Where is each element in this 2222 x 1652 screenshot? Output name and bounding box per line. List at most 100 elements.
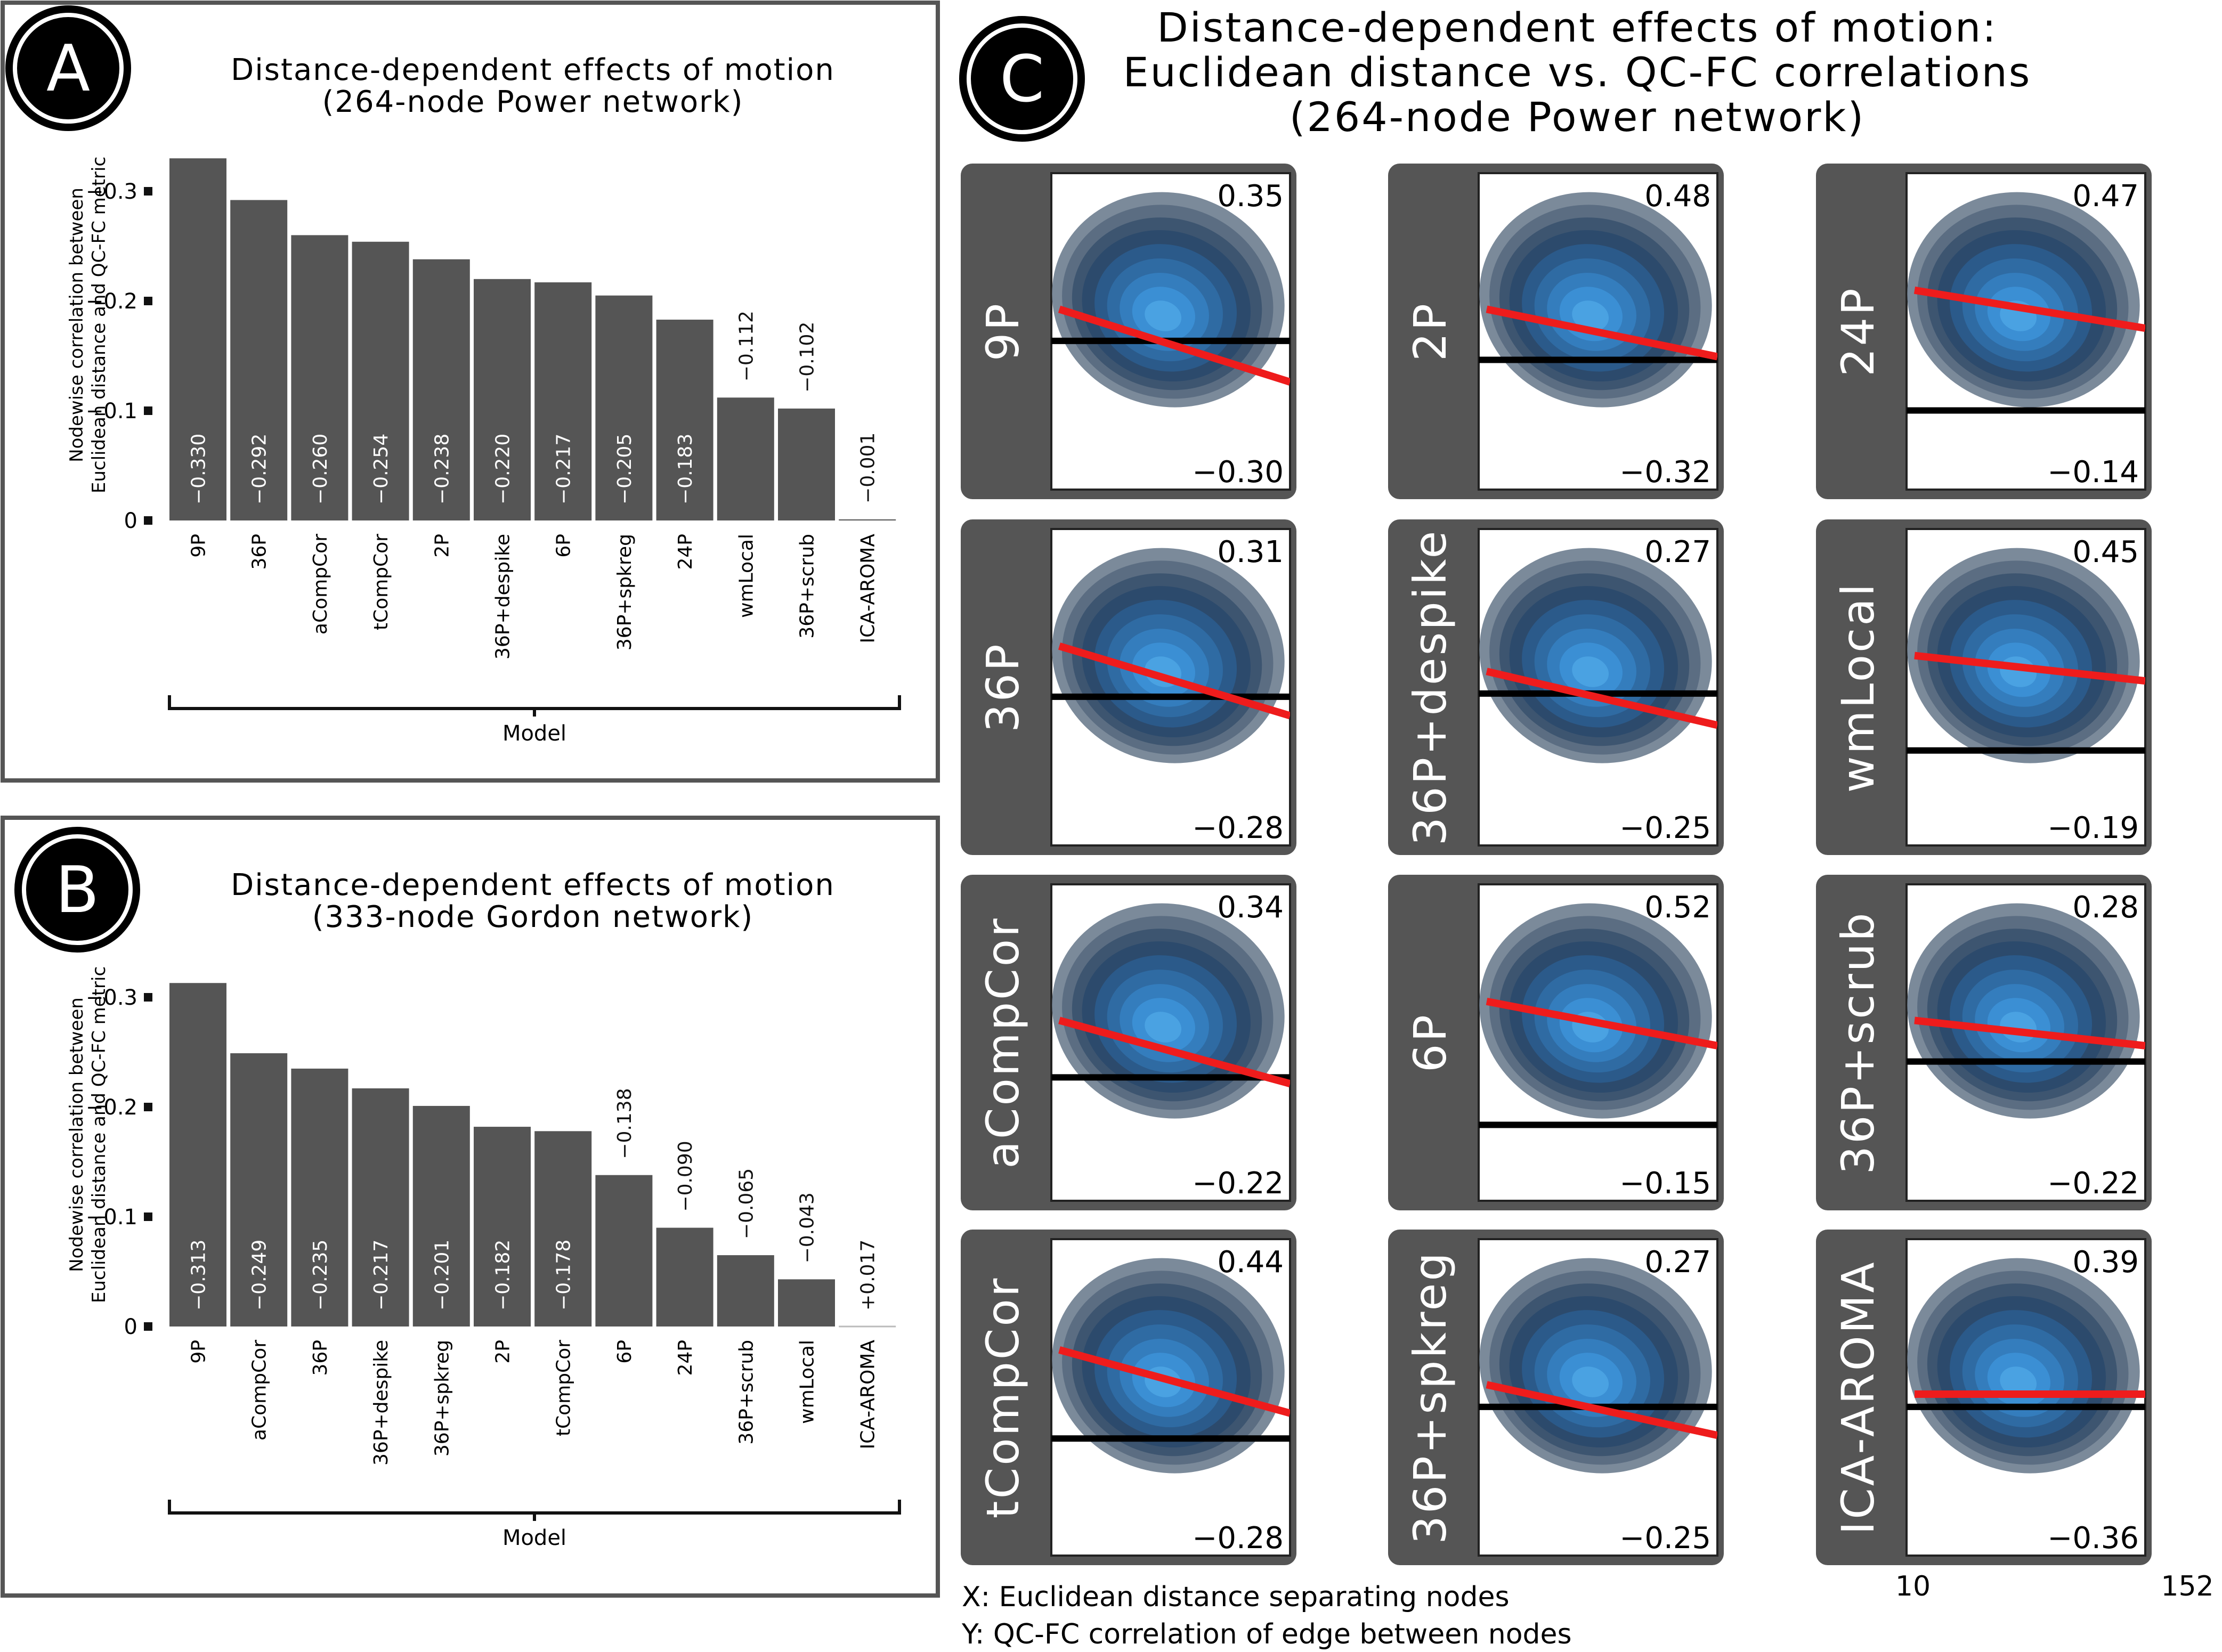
panel-b-ytick-label: −0.2: [86, 1095, 137, 1120]
panel-b-bar: [230, 1053, 288, 1327]
panel-a-bar: [778, 408, 835, 520]
panel-b-value-label: −0.182: [492, 1240, 514, 1311]
subplot-model-label: 36P+spkreg: [1404, 1250, 1456, 1544]
panel-b-badge: B: [14, 827, 140, 953]
panel-b-frame: [1, 816, 940, 1598]
panel-b-bar: [291, 1068, 348, 1327]
subplot-2p: 2P 0.48 −0.32: [1388, 164, 1724, 499]
panel-c-grid: 9P 0.35 −0.30 2P 0.48 −0.32 24P 0.47 −0.14 36P 0.3…: [961, 164, 2152, 1565]
subplot-ymin-label: −0.32: [1619, 455, 1711, 490]
subplot-model-label: wmLocal: [1832, 582, 1884, 793]
subplot-36p-scrub: 36P+scrub 0.28 −0.22: [1816, 875, 2152, 1210]
subplot-36p: 36P 0.31 −0.28: [961, 519, 1296, 855]
panel-b-value-label: −0.138: [614, 1088, 636, 1159]
subplot-density-contour: [2000, 1366, 2037, 1397]
subplot-ymax-label: 0.27: [1644, 535, 1711, 569]
panel-a-category-label: ICA-AROMA: [857, 534, 879, 644]
panel-b-ytick-label: −0.1: [86, 1205, 137, 1230]
panel-a-ytick-label: −0.2: [86, 289, 137, 314]
panel-a-ytick-mark: [144, 516, 152, 525]
panel-b-value-label: +0.017: [857, 1240, 879, 1311]
panel-c-y-note: Y: QC-FC correlation of edge between nod…: [961, 1618, 1572, 1650]
panel-b-ytick-label: 0: [124, 1315, 137, 1339]
panel-b-bracket: [168, 1500, 901, 1521]
panel-a-ytick-label: −0.1: [86, 399, 137, 424]
panel-a-category-label: 2P: [431, 534, 453, 558]
subplot-ymin-label: −0.36: [2047, 1521, 2139, 1556]
subplot-model-label: tCompCor: [977, 1276, 1029, 1519]
subplot-density-group: [1479, 548, 1717, 763]
panel-a-category-label: 36P: [249, 534, 271, 570]
subplot-wmlocal: wmLocal 0.45 −0.19: [1816, 519, 2152, 855]
subplot-density-group: [1907, 1258, 2145, 1474]
subplot-model-label: ICA-AROMA: [1832, 1260, 1884, 1534]
subplot-ymin-label: −0.14: [2047, 455, 2139, 490]
panel-a-title-line2: (264-node Power network): [322, 85, 744, 119]
panel-c-x-note: X: Euclidean distance separating nodes: [962, 1581, 1510, 1613]
panel-b-bar: [778, 1279, 835, 1327]
panel-b-title-line1: Distance-dependent effects of motion: [231, 868, 835, 902]
subplot-fit-line: [1486, 1381, 1717, 1439]
subplot-9p: 9P 0.35 −0.30: [961, 164, 1296, 499]
subplot-density-group: [1051, 192, 1290, 408]
subplot-density-contour: [1145, 300, 1182, 331]
subplot-model-label: 9P: [977, 302, 1029, 361]
panel-a-bar: [230, 200, 288, 521]
panel-b-value-label: −0.217: [370, 1240, 392, 1311]
panel-b-category-label: tCompCor: [553, 1340, 575, 1436]
panel-a-category-label: 36P+spkreg: [614, 534, 636, 650]
subplot-36p-spkreg: 36P+spkreg 0.27 −0.25: [1388, 1230, 1724, 1565]
panel-a-category-label: 6P: [553, 534, 575, 558]
subplot-ymax-label: 0.28: [2072, 890, 2139, 925]
panel-b-value-label: −0.065: [735, 1168, 757, 1239]
panel-a-frame: [1, 1, 940, 783]
panel-b-bar: [534, 1131, 592, 1327]
subplot-ymin-label: −0.22: [2047, 1166, 2139, 1201]
panel-a-category-label: 36P+scrub: [797, 534, 818, 639]
subplot-fit-line: [1058, 1016, 1290, 1087]
subplot-model-label: 24P: [1832, 286, 1884, 377]
panel-a-title-line1: Distance-dependent effects of motion: [231, 53, 835, 87]
subplot-6p: 6P 0.52 −0.15: [1388, 875, 1724, 1210]
panel-a-ylabel-line2: Euclidean distance and QC-FC metric: [88, 157, 110, 493]
panel-b-value-label: −0.313: [188, 1240, 210, 1311]
panel-b-category-label: 36P+spkreg: [431, 1340, 453, 1456]
panel-b-bar: [352, 1088, 409, 1327]
panel-b-bar: [169, 983, 226, 1327]
subplot-ymax-label: 0.31: [1217, 535, 1284, 569]
panel-a-ytick-mark: [144, 187, 152, 196]
panel-a-bar: [656, 320, 713, 520]
panel-b-value-label: −0.201: [431, 1240, 453, 1311]
panel-b-title-line2: (333-node Gordon network): [312, 900, 754, 934]
panel-a-bar: [534, 282, 592, 520]
panel-b-category-label: wmLocal: [797, 1340, 818, 1424]
panel-a-bracket: [168, 695, 901, 717]
panel-a-value-label: −0.260: [310, 434, 331, 504]
panel-a-bar: [412, 259, 470, 520]
subplot-tcompcor: tCompCor 0.44 −0.28: [961, 1230, 1296, 1565]
panel-a-value-label: −0.001: [857, 433, 879, 503]
panel-c-title-line1: Distance-dependent effects of motion:: [1157, 4, 1998, 51]
subplot-fit-line: [1058, 642, 1290, 720]
subplot-ymin-label: −0.30: [1192, 455, 1284, 490]
panel-c: C Distance-dependent effects of motion: …: [959, 4, 2214, 1650]
panel-a-bar: [169, 158, 226, 520]
panel-b-category-label: aCompCor: [249, 1340, 271, 1441]
panel-a-bar: [839, 519, 896, 520]
panel-b-bar: [474, 1127, 531, 1327]
subplot-model-label: 36P+scrub: [1832, 911, 1884, 1175]
panel-a-bar: [291, 235, 348, 520]
subplot-density-group: [1907, 548, 2145, 763]
subplot-ymax-label: 0.39: [2072, 1245, 2139, 1280]
subplot-density-group: [1051, 1258, 1290, 1474]
subplot-model-label: aCompCor: [977, 916, 1029, 1168]
panel-a-value-label: −0.102: [797, 322, 818, 393]
panel-a-badge-letter: A: [46, 32, 90, 106]
panel-a-value-label: −0.238: [431, 434, 453, 504]
panel-b-value-label: −0.090: [675, 1141, 696, 1211]
subplot-model-label: 36P: [977, 642, 1029, 733]
panel-b-bar-chart: 0 −0.1 −0.2 −0.3 −0.313 9P −0.249 aCompCor −0.23…: [86, 983, 896, 1466]
panel-a-category-label: 9P: [188, 534, 210, 558]
panel-b-category-label: 9P: [188, 1340, 210, 1364]
panel-a-badge: A: [5, 5, 131, 131]
